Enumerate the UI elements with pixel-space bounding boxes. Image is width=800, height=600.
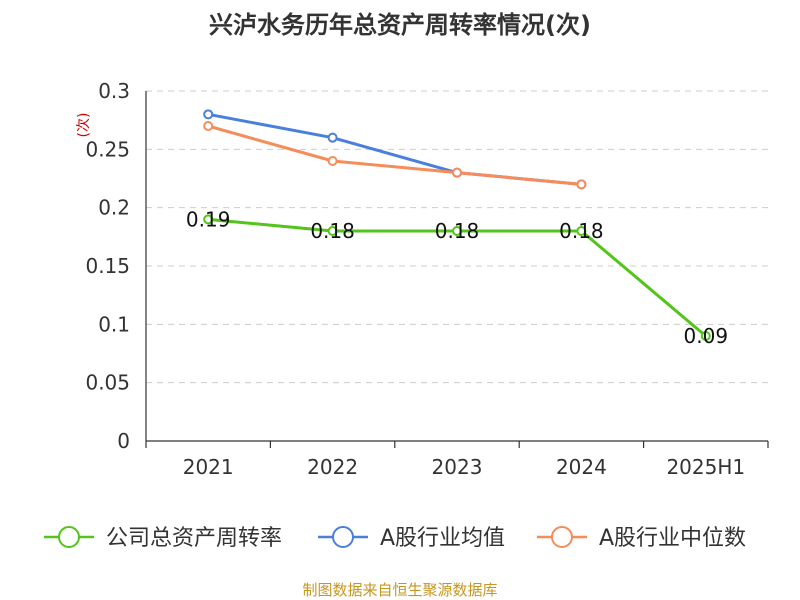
gridlines bbox=[146, 90, 768, 384]
legend-swatch-marker bbox=[551, 526, 573, 548]
data-point bbox=[203, 121, 214, 131]
data-point bbox=[203, 214, 214, 225]
data-label: 0.18 bbox=[310, 219, 355, 243]
data-point bbox=[452, 167, 462, 178]
x-tick-label: 2023 bbox=[432, 455, 483, 479]
legend-label: 公司总资产周转率 bbox=[106, 526, 282, 551]
data-label: 0.18 bbox=[435, 219, 480, 243]
x-tick-label: 2025H1 bbox=[666, 455, 745, 479]
legend-label: A股行业均值 bbox=[380, 526, 505, 551]
axes bbox=[145, 91, 769, 448]
data-label: 0.09 bbox=[684, 324, 729, 348]
legend-swatch-marker bbox=[332, 526, 354, 548]
series bbox=[203, 109, 711, 341]
y-tick-label: 0.3 bbox=[98, 79, 130, 103]
y-tick-labels: 0 0.05 0.1 0.15 0.2 0.25 0.3 bbox=[85, 79, 130, 453]
data-point bbox=[452, 226, 462, 236]
y-tick-label: 0.2 bbox=[98, 196, 130, 220]
y-tick-label: 0.1 bbox=[98, 312, 130, 336]
data-point bbox=[576, 179, 587, 190]
legend-swatch-marker bbox=[58, 526, 80, 548]
data-point bbox=[327, 156, 338, 166]
data-point bbox=[327, 226, 338, 236]
legend: 公司总资产周转率 A股行业均值 A股行业中位数 bbox=[44, 526, 746, 551]
series-line bbox=[207, 124, 582, 186]
data-point bbox=[700, 331, 711, 341]
x-tick-labels: 2021 2022 2023 2024 2025H1 bbox=[183, 455, 745, 479]
data-label: 0.19 bbox=[186, 207, 231, 231]
x-tick-label: 2021 bbox=[183, 455, 234, 479]
legend-label: A股行业中位数 bbox=[599, 526, 746, 551]
x-tick-label: 2024 bbox=[556, 455, 607, 479]
data-labels: 0.19 0.18 0.18 0.18 0.09 bbox=[186, 207, 728, 348]
source-note: 制图数据来自恒生聚源数据库 bbox=[302, 581, 497, 599]
data-label: 0.18 bbox=[559, 219, 604, 243]
x-tick-label: 2022 bbox=[307, 455, 358, 479]
y-tick-label: 0.15 bbox=[85, 254, 130, 278]
data-point bbox=[203, 109, 214, 120]
y-tick-label: 0.05 bbox=[85, 371, 130, 395]
data-point bbox=[327, 132, 338, 143]
y-axis-label: (次) bbox=[76, 113, 92, 138]
y-tick-label: 0.25 bbox=[85, 137, 130, 161]
data-point bbox=[576, 226, 587, 236]
y-tick-label: 0 bbox=[117, 429, 130, 453]
chart-title: 兴泸水务历年总资产周转率情况(次) bbox=[209, 11, 591, 39]
